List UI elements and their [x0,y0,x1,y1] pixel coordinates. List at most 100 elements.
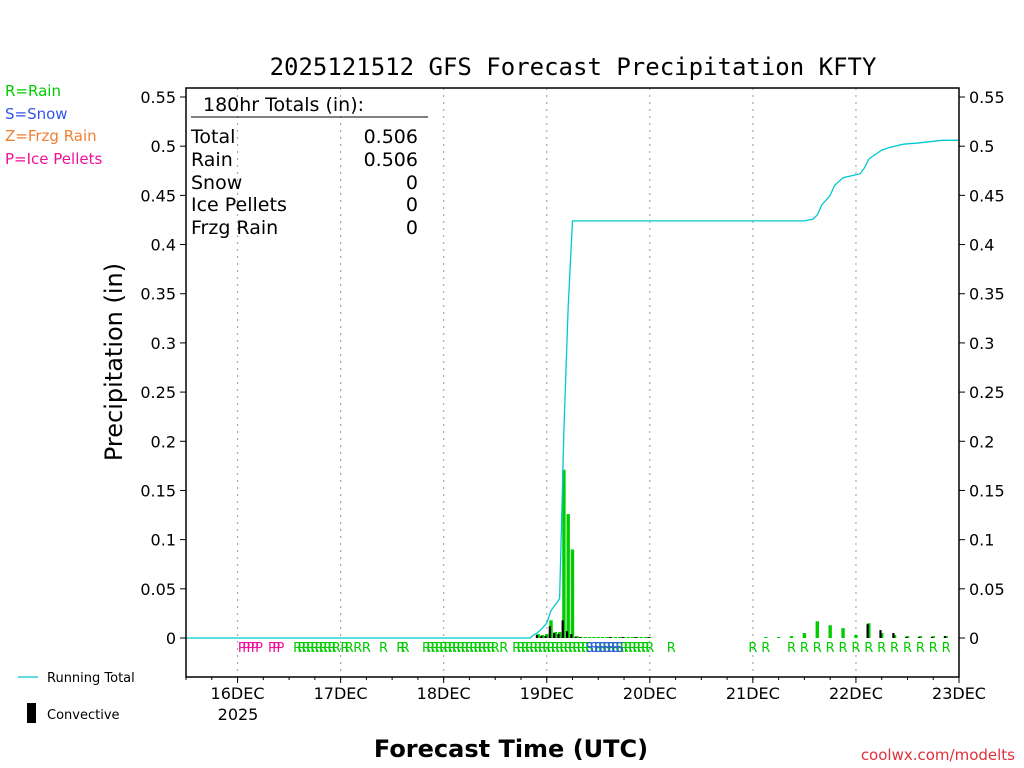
ptype-mark: S [611,641,619,656]
y-tick-label-left: 0.2 [151,432,176,451]
ptype-mark: R [461,641,470,656]
ptype-mark: R [486,641,495,656]
convective-legend-swatch [27,703,36,723]
x-tick-label: 16DEC [211,684,265,703]
ptype-mark: R [564,641,573,656]
ptype-mark: R [306,641,315,656]
precip-bar [618,637,622,638]
precip-bar [549,620,553,638]
totals-label-snow: Snow [191,172,242,194]
precip-bar [892,635,897,638]
precip-bar [570,549,575,638]
convective-bar [574,637,577,638]
ptype-mark: R [615,641,624,656]
convective-bar [647,637,650,638]
ptype-mark: R [465,641,474,656]
precip-bar [583,637,588,638]
ptype-mark: R [551,641,560,656]
ptype-mark: R [864,641,873,656]
convective-bar [866,624,869,638]
precip-bar [622,637,626,638]
y-tick-label-left: 0.05 [140,580,176,599]
precip-bar [841,628,845,638]
ptype-mark: R [362,641,371,656]
ptype-mark: R [315,641,324,656]
precip-bar [854,635,858,638]
ptype-mark: R [641,641,650,656]
precip-bar [764,637,768,638]
totals-value-ice: 0 [406,194,418,216]
ptype-mark: R [598,641,607,656]
convective-bar [943,636,947,638]
y-tick-label-right: 0.35 [969,285,1005,304]
bars-layer [536,469,948,638]
ptype-mark: R [327,641,336,656]
totals-value-total: 0.506 [364,126,418,148]
ptype-mark: R [637,641,646,656]
totals-value-snow: 0 [406,172,418,194]
ptype-mark: R [473,641,482,656]
y-tick-label-right: 0.45 [969,186,1005,205]
ptype-mark: R [516,641,525,656]
precip-bar [905,636,910,638]
ptype-mark: R [839,641,848,656]
chart-title: 2025121512 GFS Forecast Precipitation KF… [270,53,877,81]
grid-layer [236,88,857,677]
ptype-mark: R [456,641,465,656]
ptype-mark: P [238,641,246,656]
ptype-mark: R [469,641,478,656]
totals-label-ice: Ice Pellets [191,194,287,216]
convective-bar [561,620,564,638]
legend-running-total: Running Total [47,671,135,686]
ptype-mark: R [293,641,302,656]
ptype-mark: R [499,641,508,656]
precip-bar [880,633,884,638]
ptype-mark: R [890,641,899,656]
precip-bar [562,469,566,638]
convective-bar [548,626,551,638]
ptype-mark: R [396,641,405,656]
ptype-mark: S [603,641,611,656]
ptype-mark: R [547,641,556,656]
precip-bar [630,637,635,638]
ptype-mark: R [353,641,362,656]
totals-label-frzg: Frzg Rain [191,217,278,239]
ptype-mark: R [310,641,319,656]
y-tick-label-left: 0.45 [140,186,176,205]
ptype-mark: R [379,641,388,656]
precip-bar [609,637,613,638]
convective-bar [930,637,934,638]
totals-label-rain: Rain [191,149,233,171]
plot-frame [185,87,960,678]
x-year-label: 2025 [218,705,259,724]
precip-bar [802,633,807,638]
y-tick-label-left: 0 [166,629,176,648]
x-tick-label: 19DEC [520,684,574,703]
ptype-mark: S [616,641,624,656]
y-tick-label-left: 0.35 [140,285,176,304]
ptype-mark: R [422,641,431,656]
ptype-mark: R [761,641,770,656]
ptype-mark: S [607,641,615,656]
ptype-mark: R [813,641,822,656]
ptype-mark: R [439,641,448,656]
ptype-mark: R [748,641,757,656]
ptype-mark: R [851,641,860,656]
ptype-mark: R [916,641,925,656]
y-tick-label-left: 0.55 [140,88,176,107]
precip-bar [867,623,871,638]
ptype-mark: R [572,641,581,656]
y-tick-label-right: 0.2 [969,432,994,451]
y-tick-label-right: 0.05 [969,580,1005,599]
convective-bar [905,637,908,638]
ptype-mark: R [443,641,452,656]
y-tick-label-right: 0.25 [969,383,1005,402]
y-tick-label-left: 0.4 [151,236,176,255]
ptype-mark: R [877,641,886,656]
convective-bar [544,636,547,638]
ptype-mark: R [435,641,444,656]
ptype-mark: R [628,641,637,656]
precip-bar [613,637,618,638]
convective-bar [892,633,895,638]
